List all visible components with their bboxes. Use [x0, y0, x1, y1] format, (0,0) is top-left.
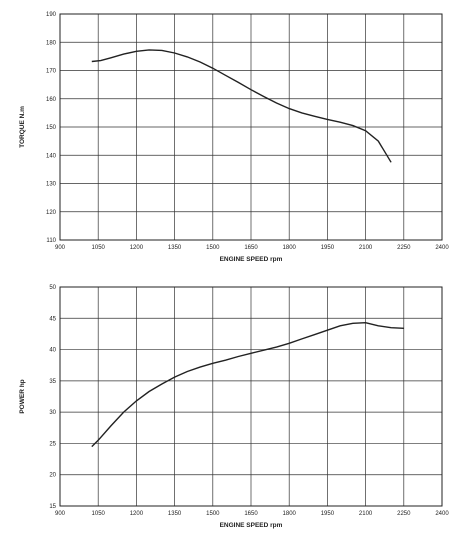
torque-y-tick-label: 160 — [46, 97, 57, 103]
torque-x-tick-label: 2100 — [359, 245, 373, 251]
power-x-tick-label: 1350 — [168, 511, 182, 517]
power-x-tick-label: 1650 — [244, 511, 258, 517]
torque-x-tick-label: 2400 — [435, 245, 449, 251]
power-y-tick-label: 25 — [49, 441, 56, 447]
power-x-tick-label: 1800 — [283, 511, 297, 517]
torque-curve-line — [91, 49, 392, 163]
power-chart: 900 1050 1200 1350 1500 1650 1800 1950 2100 2250 2… — [19, 285, 449, 529]
torque-y-tick-label: 170 — [46, 69, 57, 75]
torque-y-tick-label: 190 — [46, 12, 57, 18]
torque-x-tick-label: 1200 — [130, 245, 144, 251]
torque-y-tick-label: 150 — [46, 125, 57, 131]
torque-x-tick-label: 2250 — [397, 245, 411, 251]
power-x-axis-title: ENGINE SPEED rpm — [220, 522, 283, 529]
torque-y-axis-title: TORQUE N.m — [19, 106, 26, 148]
torque-x-tick-label: 1050 — [92, 245, 106, 251]
torque-x-tick-label: 1650 — [244, 245, 258, 251]
power-y-tick-label: 50 — [49, 285, 56, 291]
power-x-tick-label: 1200 — [130, 511, 144, 517]
power-x-tick-label: 2100 — [359, 511, 373, 517]
torque-x-tick-label: 1500 — [206, 245, 220, 251]
power-y-tick-label: 35 — [49, 379, 56, 385]
torque-plot-frame — [59, 13, 443, 241]
power-plot-frame — [59, 286, 443, 507]
power-x-tick-label: 1500 — [206, 511, 220, 517]
power-x-tick-label: 1950 — [321, 511, 335, 517]
torque-y-tick-label: 120 — [46, 210, 57, 216]
torque-x-axis-title: ENGINE SPEED rpm — [220, 256, 283, 263]
torque-x-tick-label: 1950 — [321, 245, 335, 251]
torque-y-tick-label: 180 — [46, 40, 57, 46]
power-y-tick-label: 20 — [49, 473, 56, 479]
power-curve-line — [91, 321, 404, 448]
power-y-tick-label: 30 — [49, 410, 56, 416]
torque-y-tick-label: 110 — [46, 238, 56, 244]
torque-y-tick-label: 130 — [46, 182, 57, 188]
torque-y-tick-label: 140 — [46, 153, 57, 159]
torque-x-tick-label: 1350 — [168, 245, 182, 251]
torque-x-tick-label: 900 — [55, 245, 66, 251]
power-x-tick-label: 2400 — [435, 511, 449, 517]
power-y-axis-title: POWER hp — [19, 379, 26, 413]
power-x-tick-label: 900 — [55, 511, 66, 517]
power-x-tick-label: 2250 — [397, 511, 411, 517]
power-y-tick-label: 45 — [49, 316, 56, 322]
torque-chart: 900 1050 1200 1350 1500 1650 1800 1950 2100 2250 2… — [19, 12, 449, 263]
power-y-tick-label: 40 — [49, 348, 56, 354]
power-y-tick-label: 15 — [49, 504, 56, 510]
power-x-tick-label: 1050 — [92, 511, 106, 517]
torque-x-tick-label: 1800 — [283, 245, 297, 251]
